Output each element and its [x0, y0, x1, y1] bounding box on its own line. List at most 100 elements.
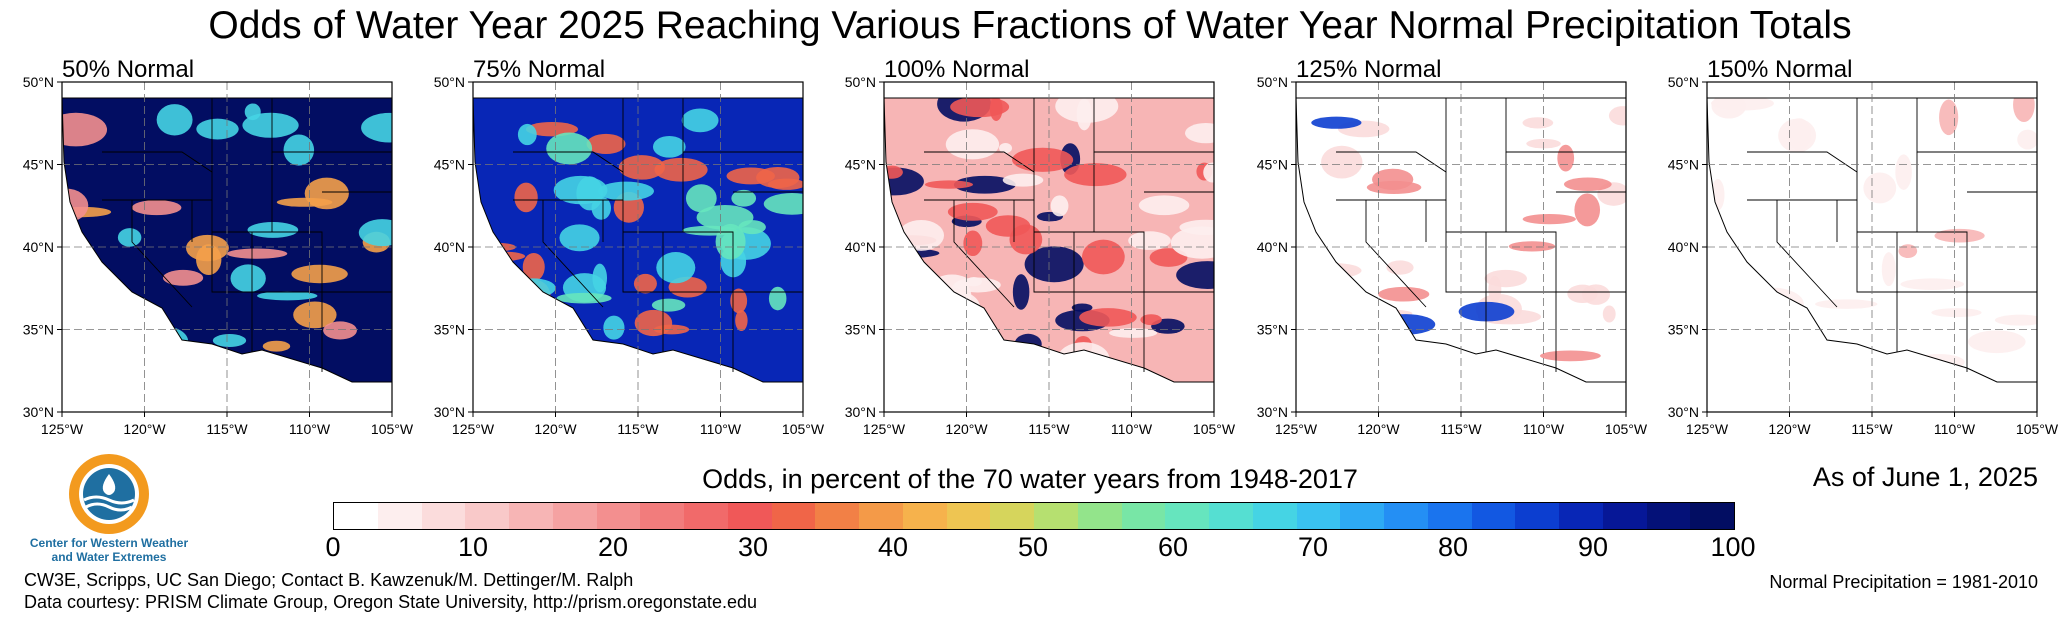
credit-line: Data courtesy: PRISM Climate Group, Oreg…	[24, 592, 757, 612]
lat-tick-label: 40°N	[845, 239, 876, 255]
cw3e-logo: Center for Western Weather and Water Ext…	[24, 452, 194, 572]
colorbar	[333, 502, 1735, 530]
colorbar-swatch	[1121, 503, 1166, 529]
lon-tick-label: 115°W	[617, 421, 659, 437]
lat-tick-label: 40°N	[1668, 239, 1699, 255]
colorbar-swatch	[684, 503, 728, 529]
colorbar-tick-label: 100	[1710, 532, 1756, 562]
lat-tick-label: 35°N	[1668, 322, 1699, 338]
as-of-date: As of June 1, 2025	[1812, 462, 2038, 492]
lat-tick-label: 45°N	[434, 157, 465, 173]
lon-tick-label: 115°W	[1440, 421, 1482, 437]
lon-tick-label: 105°W	[2016, 421, 2059, 437]
lon-tick-label: 105°W	[1193, 421, 1236, 437]
lat-tick-label: 30°N	[1668, 404, 1699, 420]
lon-tick-label: 125°W	[41, 421, 84, 437]
colorbar-tick-label: 40	[877, 532, 909, 562]
colorbar-swatch	[1384, 503, 1428, 529]
lon-tick-label: 120°W	[123, 421, 166, 437]
lat-tick-label: 30°N	[845, 404, 876, 420]
colorbar-swatch	[859, 503, 903, 529]
lon-tick-label: 110°W	[1111, 421, 1153, 437]
lat-tick-label: 45°N	[23, 157, 54, 173]
panel-title: 75% Normal	[473, 56, 606, 83]
lon-tick-label: 105°W	[371, 421, 414, 437]
credit-line: CW3E, Scripps, UC San Diego; Contact B. …	[24, 570, 634, 590]
lat-tick-label: 35°N	[434, 322, 465, 338]
colorbar-swatch	[377, 503, 422, 529]
lon-tick-label: 120°W	[1357, 421, 1400, 437]
map-panel: 75% Normal 50°N 45°N 40°N 35°N 30°N 125°W 120°W…	[413, 56, 825, 437]
lat-tick-label: 40°N	[1257, 239, 1288, 255]
colorbar-swatch	[1296, 503, 1341, 529]
lon-tick-label: 120°W	[945, 421, 988, 437]
panel-title: 100% Normal	[884, 56, 1030, 83]
colorbar-swatch	[1602, 503, 1647, 529]
colorbar-swatch	[990, 503, 1034, 529]
colorbar-swatch	[509, 503, 553, 529]
lon-tick-label: 125°W	[863, 421, 906, 437]
map-panel: 50% Normal 50°N 45°N 40°N 35°N 30°N 125°W 120°W…	[2, 56, 414, 437]
lat-tick-label: 45°N	[845, 157, 876, 173]
colorbar-swatch	[1427, 503, 1472, 529]
colorbar-swatch	[1077, 503, 1122, 529]
colorbar-tick-label: 20	[597, 532, 629, 562]
normal-period: Normal Precipitation = 1981-2010	[1769, 572, 2038, 592]
lat-tick-label: 40°N	[434, 239, 465, 255]
map-panel: 125% Normal 50°N 45°N 40°N 35°N 30°N 125°W 120°…	[1236, 56, 1648, 437]
colorbar-swatch	[1252, 503, 1297, 529]
lon-tick-label: 105°W	[1605, 421, 1648, 437]
lat-tick-label: 35°N	[23, 322, 54, 338]
colorbar-swatch	[421, 503, 466, 529]
colorbar-swatch	[1559, 503, 1603, 529]
colorbar-tick-label: 70	[1297, 532, 1329, 562]
figure-title: Odds of Water Year 2025 Reaching Various…	[208, 4, 1852, 47]
lat-tick-label: 50°N	[434, 74, 465, 90]
lat-tick-label: 50°N	[1668, 74, 1699, 90]
colorbar-tick-label: 10	[457, 532, 489, 562]
lon-tick-label: 120°W	[534, 421, 577, 437]
lat-tick-label: 50°N	[1257, 74, 1288, 90]
colorbar-swatch	[1646, 503, 1691, 529]
panel-title: 125% Normal	[1296, 56, 1442, 83]
colorbar-swatch	[1515, 503, 1559, 529]
colorbar-labels: 0 10 20 30 40 50 60 70 80 90 100	[325, 532, 1755, 562]
lon-tick-label: 115°W	[1028, 421, 1070, 437]
colorbar-swatch	[1034, 503, 1078, 529]
lat-tick-label: 35°N	[1257, 322, 1288, 338]
colorbar-swatch	[727, 503, 772, 529]
lon-tick-label: 125°W	[1275, 421, 1318, 437]
colorbar-swatch	[815, 503, 859, 529]
colorbar-swatch	[465, 503, 509, 529]
colorbar-tick-label: 60	[1157, 532, 1189, 562]
lat-tick-label: 40°N	[23, 239, 54, 255]
colorbar-swatch	[946, 503, 991, 529]
lon-tick-label: 120°W	[1768, 421, 1811, 437]
colorbar-swatch	[1690, 503, 1734, 529]
colorbar-tick-label: 0	[325, 532, 341, 562]
lat-tick-label: 45°N	[1257, 157, 1288, 173]
colorbar-tick-label: 30	[737, 532, 769, 562]
colorbar-tick-label: 80	[1437, 532, 1469, 562]
colorbar-swatch	[1340, 503, 1384, 529]
lon-tick-label: 110°W	[289, 421, 331, 437]
map-panel: 150% Normal 50°N 45°N 40°N 35°N 30°N 125°W 120°…	[1647, 56, 2059, 437]
lon-tick-label: 110°W	[700, 421, 742, 437]
lon-tick-label: 105°W	[782, 421, 825, 437]
colorbar-swatch	[1209, 503, 1253, 529]
credits: CW3E, Scripps, UC San Diego; Contact B. …	[24, 569, 757, 613]
colorbar-swatch	[596, 503, 641, 529]
panel-title: 150% Normal	[1707, 56, 1853, 83]
lat-tick-label: 30°N	[434, 404, 465, 420]
lat-tick-label: 50°N	[23, 74, 54, 90]
colorbar-swatch	[902, 503, 947, 529]
lon-tick-label: 115°W	[1851, 421, 1893, 437]
lon-tick-label: 115°W	[206, 421, 248, 437]
lon-tick-label: 125°W	[452, 421, 495, 437]
colorbar-tick-label: 90	[1577, 532, 1609, 562]
map-panel: 100% Normal 50°N 45°N 40°N 35°N 30°N 125°W 120°…	[824, 56, 1236, 437]
lat-tick-label: 30°N	[1257, 404, 1288, 420]
lat-tick-label: 35°N	[845, 322, 876, 338]
